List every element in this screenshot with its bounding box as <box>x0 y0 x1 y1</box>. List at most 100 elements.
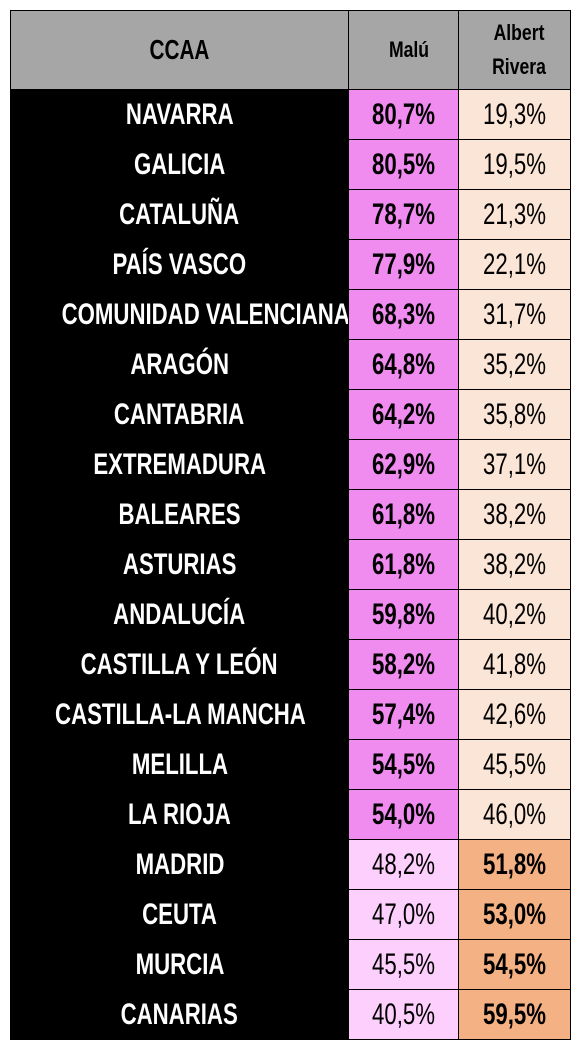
value-cell: 77,9% <box>348 239 459 290</box>
table-row: CASTILLA-LA MANCHA 57,4% 42,6% <box>10 689 571 740</box>
region-cell: MADRID <box>10 839 349 890</box>
value-cell: 48,2% <box>348 839 459 890</box>
table-row: LA RIOJA 54,0% 46,0% <box>10 789 571 840</box>
region-name: CANTABRIA <box>114 397 245 431</box>
table-row: COMUNIDAD VALENCIANA 68,3% 31,7% <box>10 289 571 340</box>
value-cell: 19,5% <box>458 139 571 190</box>
percentage: 21,3% <box>483 197 546 231</box>
table-row: PAÍS VASCO 77,9% 22,1% <box>10 239 571 290</box>
table-row: MELILLA 54,5% 45,5% <box>10 739 571 790</box>
percentage: 78,7% <box>372 197 435 231</box>
percentage: 80,5% <box>372 147 435 181</box>
value-cell: 64,2% <box>348 389 459 440</box>
header-cell: CCAA <box>10 10 349 90</box>
value-cell: 80,7% <box>348 89 459 140</box>
value-cell: 41,8% <box>458 639 571 690</box>
region-cell: PAÍS VASCO <box>10 239 349 290</box>
region-cell: NAVARRA <box>10 89 349 140</box>
percentage: 31,7% <box>483 297 546 331</box>
percentage: 68,3% <box>372 297 435 331</box>
value-cell: 80,5% <box>348 139 459 190</box>
region-name: NAVARRA <box>125 97 234 131</box>
value-cell: 59,8% <box>348 589 459 640</box>
value-cell: 64,8% <box>348 339 459 390</box>
percentage: 35,8% <box>483 397 546 431</box>
value-cell: 45,5% <box>458 739 571 790</box>
table-row: CANARIAS 40,5% 59,5% <box>10 989 571 1040</box>
value-cell: 22,1% <box>458 239 571 290</box>
region-name: MELILLA <box>131 747 228 781</box>
percentage: 54,5% <box>483 947 546 981</box>
value-cell: 54,0% <box>348 789 459 840</box>
percentage: 77,9% <box>372 247 435 281</box>
region-name: CATALUÑA <box>119 197 240 231</box>
header-cell: Albert Rivera <box>458 10 571 90</box>
value-cell: 46,0% <box>458 789 571 840</box>
percentage: 46,0% <box>483 797 546 831</box>
value-cell: 58,2% <box>348 639 459 690</box>
value-cell: 57,4% <box>348 689 459 740</box>
table-row: BALEARES 61,8% 38,2% <box>10 489 571 540</box>
region-cell: CATALUÑA <box>10 189 349 240</box>
region-cell: ANDALUCÍA <box>10 589 349 640</box>
region-cell: BALEARES <box>10 489 349 540</box>
table-row: ASTURIAS 61,8% 38,2% <box>10 539 571 590</box>
value-cell: 35,2% <box>458 339 571 390</box>
percentage: 58,2% <box>372 647 435 681</box>
percentage: 37,1% <box>483 447 546 481</box>
region-cell: CANTABRIA <box>10 389 349 440</box>
value-cell: 21,3% <box>458 189 571 240</box>
percentage: 40,2% <box>483 597 546 631</box>
percentage: 80,7% <box>372 97 435 131</box>
value-cell: 54,5% <box>458 939 571 990</box>
region-cell: MURCIA <box>10 939 349 990</box>
percentage: 61,8% <box>372 547 435 581</box>
region-cell: CEUTA <box>10 889 349 940</box>
table-row: GALICIA 80,5% 19,5% <box>10 139 571 190</box>
region-name: ASTURIAS <box>122 547 237 581</box>
table-body: NAVARRA 80,7% 19,3% GALICIA 80,5% 19,5% CATALU… <box>10 89 571 1040</box>
percentage: 54,5% <box>372 747 435 781</box>
region-name: COMUNIDAD VALENCIANA <box>61 297 349 331</box>
header-text: CCAA <box>149 34 210 65</box>
region-cell: MELILLA <box>10 739 349 790</box>
value-cell: 42,6% <box>458 689 571 740</box>
value-cell: 47,0% <box>348 889 459 940</box>
header-text: Malú <box>388 37 430 62</box>
region-name: GALICIA <box>133 147 226 181</box>
percentage: 64,8% <box>372 347 435 381</box>
results-table: CCAA Malú Albert Rivera NAVARRA 80,7% 19,3… <box>10 10 571 1040</box>
header-text: Albert Rivera <box>492 20 546 79</box>
percentage: 51,8% <box>483 847 546 881</box>
region-cell: LA RIOJA <box>10 789 349 840</box>
percentage: 59,5% <box>483 997 546 1031</box>
region-cell: CASTILLA Y LEÓN <box>10 639 349 690</box>
header-row: CCAA Malú Albert Rivera <box>10 10 571 90</box>
table-row: CASTILLA Y LEÓN 58,2% 41,8% <box>10 639 571 690</box>
table-row: CANTABRIA 64,2% 35,8% <box>10 389 571 440</box>
value-cell: 54,5% <box>348 739 459 790</box>
percentage: 48,2% <box>372 847 435 881</box>
region-name: MADRID <box>135 847 224 881</box>
value-cell: 38,2% <box>458 489 571 540</box>
region-cell: ARAGÓN <box>10 339 349 390</box>
percentage: 53,0% <box>483 897 546 931</box>
region-cell: ASTURIAS <box>10 539 349 590</box>
percentage: 19,5% <box>483 147 546 181</box>
table-row: ARAGÓN 64,8% 35,2% <box>10 339 571 390</box>
value-cell: 19,3% <box>458 89 571 140</box>
percentage: 57,4% <box>372 697 435 731</box>
region-name: ARAGÓN <box>130 347 229 381</box>
percentage: 64,2% <box>372 397 435 431</box>
region-name: MURCIA <box>135 947 224 981</box>
region-name: PAÍS VASCO <box>112 247 247 281</box>
value-cell: 51,8% <box>458 839 571 890</box>
percentage: 22,1% <box>483 247 546 281</box>
percentage: 42,6% <box>483 697 546 731</box>
region-name: CANARIAS <box>120 997 239 1031</box>
percentage: 61,8% <box>372 497 435 531</box>
value-cell: 35,8% <box>458 389 571 440</box>
table-row: MADRID 48,2% 51,8% <box>10 839 571 890</box>
region-name: CEUTA <box>142 897 217 931</box>
